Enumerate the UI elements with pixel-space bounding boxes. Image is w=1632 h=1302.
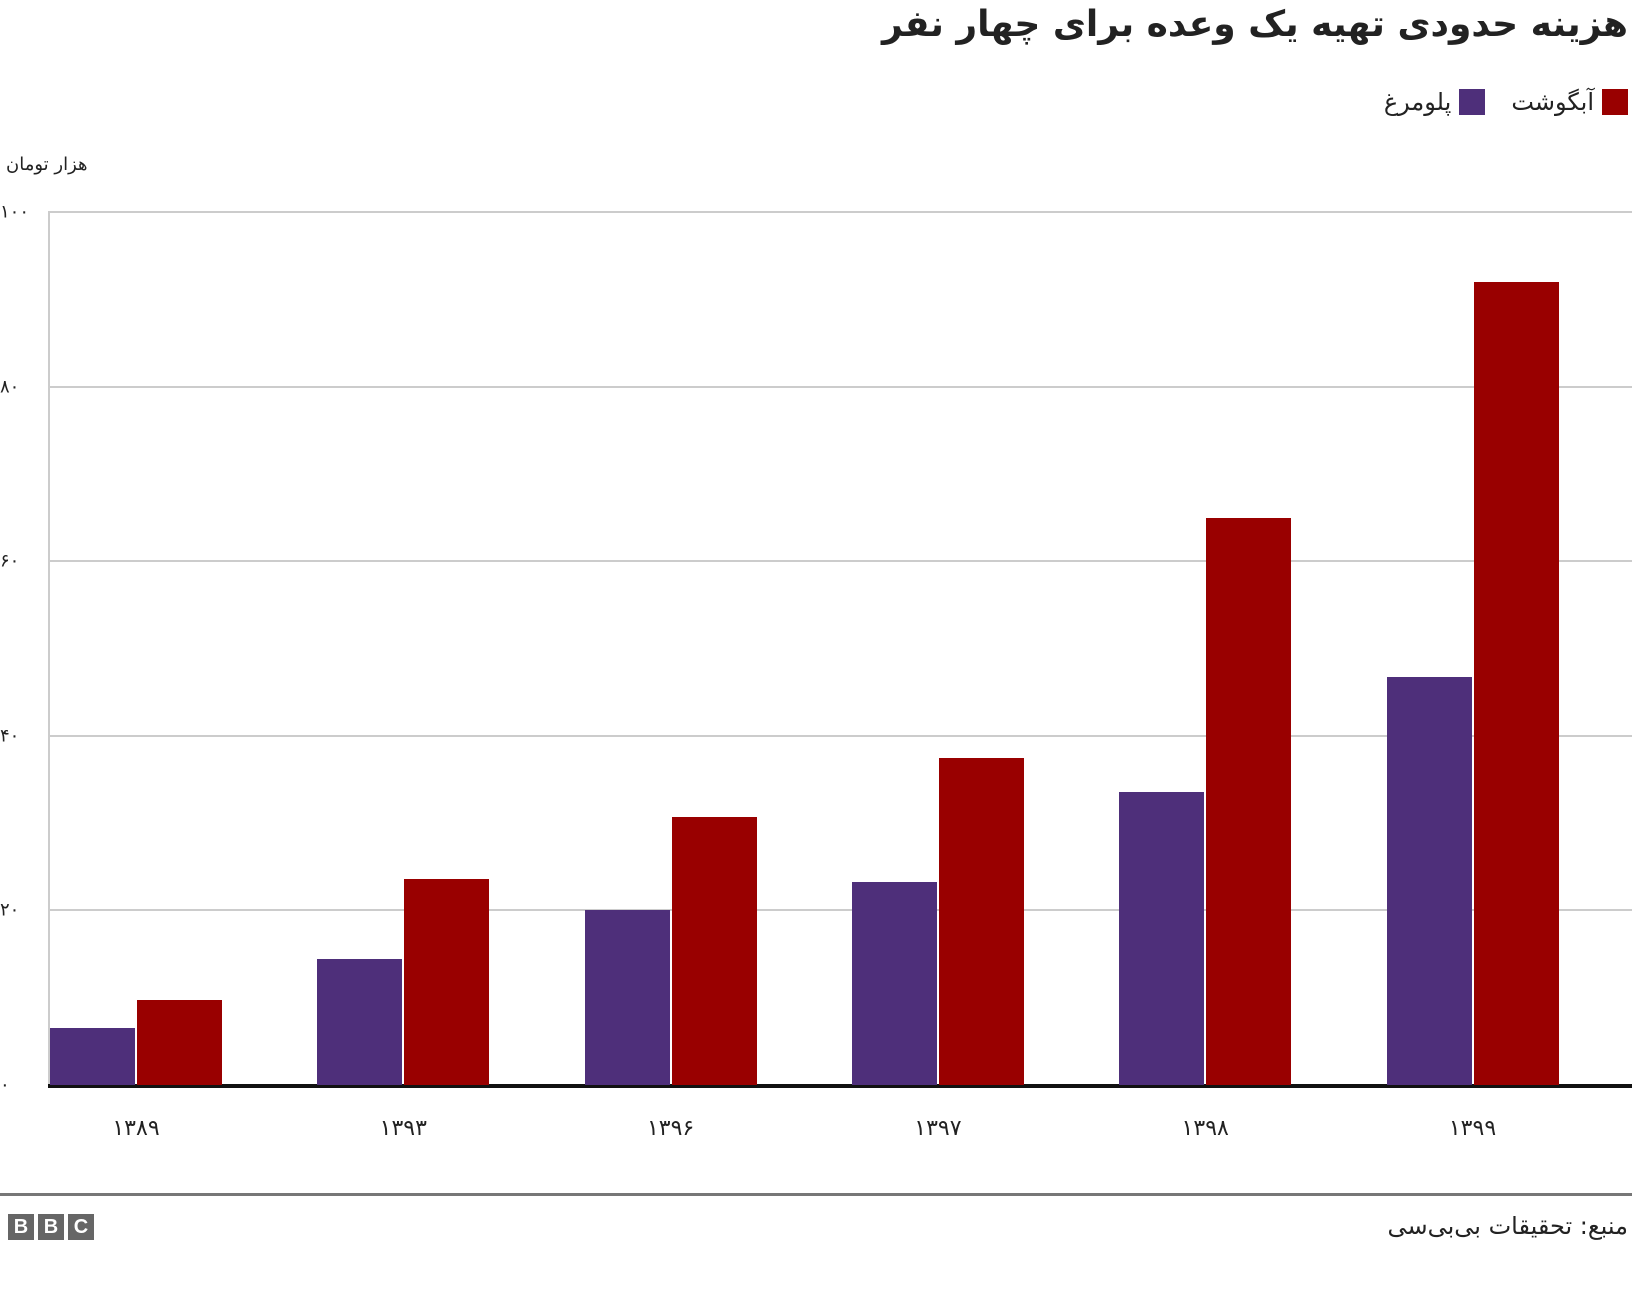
- chart-title: هزینه حدودی تهیه یک وعده برای چهار نفر: [882, 4, 1628, 45]
- x-axis-line: [48, 1084, 1632, 1088]
- bar[interactable]: [1206, 517, 1292, 1085]
- footer-divider: [0, 1193, 1632, 1196]
- gridline: [48, 211, 1632, 213]
- bar[interactable]: [671, 817, 757, 1085]
- bar[interactable]: [1386, 677, 1472, 1085]
- x-tick-label: ۱۳۹۳: [379, 1116, 427, 1141]
- gridline: [48, 909, 1632, 912]
- x-tick-label: ۱۳۹۶: [646, 1116, 695, 1141]
- bar[interactable]: [317, 959, 403, 1085]
- bbc-logo: B B C: [8, 1214, 94, 1240]
- x-tick-label: ۱۳۸۹: [112, 1116, 160, 1141]
- legend-label: پلومرغ: [1383, 88, 1452, 116]
- source-text: منبع: تحقیقات بی‌بی‌سی: [1387, 1212, 1628, 1240]
- y-tick-label: ۲۰: [0, 899, 20, 921]
- legend-item-abgoosht: آبگوشت: [1511, 88, 1628, 116]
- legend-swatch-icon: [1459, 89, 1486, 115]
- gridline: [48, 734, 1632, 737]
- y-tick-label: ۸۰: [0, 376, 20, 398]
- y-tick-label: ۴۰: [0, 725, 20, 747]
- bar[interactable]: [584, 910, 670, 1085]
- legend: آبگوشت پلومرغ: [1384, 88, 1628, 116]
- y-axis-unit: هزار تومان: [6, 154, 88, 175]
- bar[interactable]: [1473, 281, 1559, 1085]
- plot-area: [48, 211, 1632, 1088]
- gridline: [48, 560, 1632, 563]
- bar[interactable]: [1119, 791, 1205, 1085]
- bar[interactable]: [851, 881, 937, 1085]
- bar[interactable]: [404, 878, 490, 1085]
- legend-label: آبگوشت: [1511, 88, 1594, 116]
- gridline: [48, 385, 1632, 388]
- bar[interactable]: [50, 1028, 135, 1085]
- y-tick-label: ۱۰۰: [0, 201, 30, 223]
- bar[interactable]: [137, 1000, 222, 1085]
- y-axis-line: [48, 212, 50, 1085]
- legend-item-polomorgh: پلومرغ: [1383, 88, 1486, 116]
- y-tick-label: ۰: [0, 1074, 10, 1096]
- legend-swatch-icon: [1602, 89, 1628, 115]
- x-tick-label: ۱۳۹۷: [914, 1116, 962, 1141]
- y-tick-label: ۶۰: [0, 550, 20, 572]
- bar[interactable]: [938, 757, 1024, 1085]
- x-tick-label: ۱۳۹۹: [1448, 1116, 1497, 1141]
- x-tick-label: ۱۳۹۸: [1181, 1116, 1229, 1141]
